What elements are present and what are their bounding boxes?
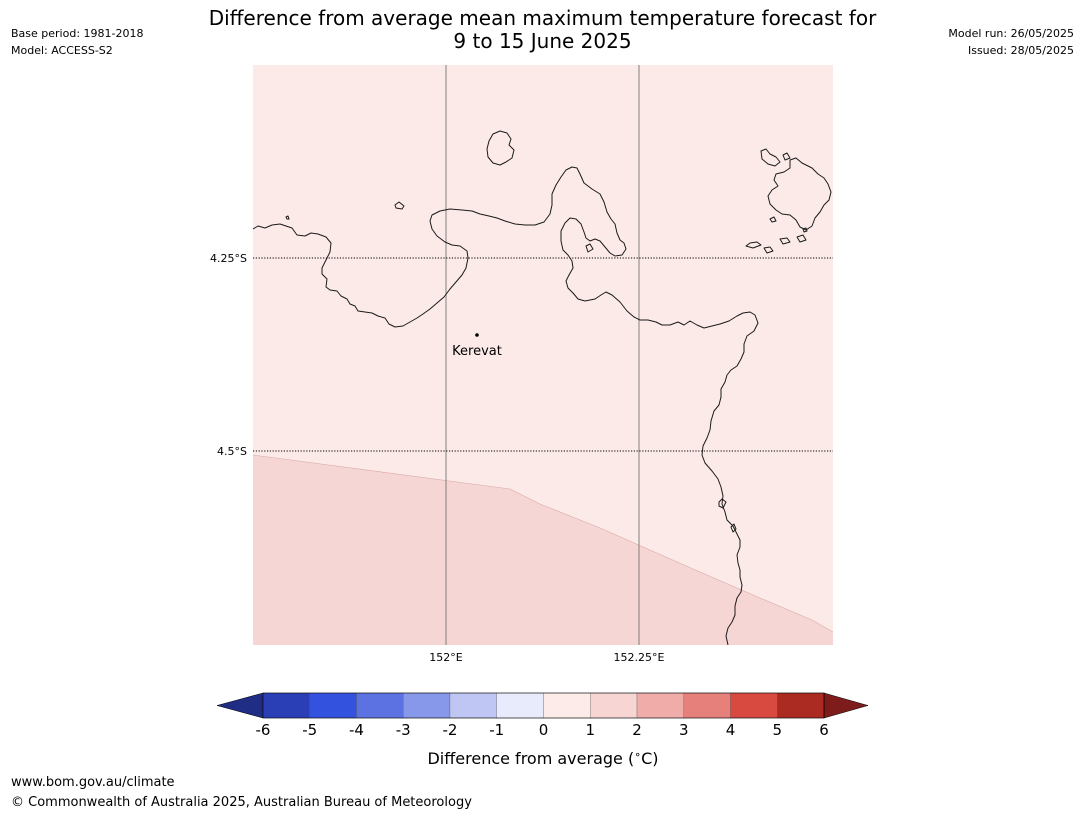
island-group-east: [760, 148, 781, 167]
islet-tiny: [285, 215, 290, 220]
colorbar-swatch: [543, 692, 591, 719]
model-run-text: Model run: 26/05/2025: [948, 27, 1074, 40]
colorbar-tick-label: 4: [726, 721, 736, 739]
colorbar-tick-label: -1: [489, 721, 504, 739]
islet-west: [394, 201, 405, 210]
island-north: [486, 130, 515, 166]
lat-label-4-5s: 4.5°S: [217, 445, 247, 458]
coastline: [252, 130, 832, 646]
colorbar-swatch: [449, 692, 497, 719]
metadata-left: Base period: 1981-2018 Model: ACCESS-S2: [11, 25, 143, 59]
lat-label-4-25s: 4.25°S: [210, 252, 247, 265]
colorbar-tick-label: -5: [302, 721, 317, 739]
colorbar-tick-label: 2: [632, 721, 642, 739]
colorbar-tick-label: 5: [772, 721, 782, 739]
colorbar-swatch: [309, 692, 357, 719]
colorbar-swatch: [777, 692, 825, 719]
coastline-lagoon: [718, 498, 727, 509]
colorbar-tick-label: 3: [679, 721, 689, 739]
issued-text: Issued: 28/05/2025: [967, 44, 1074, 57]
colorbar-tick-label: 6: [819, 721, 829, 739]
coastline-main: [252, 166, 759, 646]
colorbar-swatch: [496, 692, 544, 719]
colorbar-tick-label: 1: [585, 721, 595, 739]
colorbar-tick-label: -3: [396, 721, 411, 739]
lon-label-152-25e: 152.25°E: [614, 651, 665, 664]
island-group-east-h: [769, 216, 777, 223]
island-group-east-b: [782, 152, 791, 161]
colorbar-swatch: [590, 692, 638, 719]
coastline-inlet: [585, 243, 594, 253]
anomaly-boundary: [252, 454, 834, 633]
title-line-1: Difference from average mean maximum tem…: [208, 6, 877, 30]
map-title: Difference from average mean maximum tem…: [150, 7, 935, 53]
colorbar-extend-low: [216, 692, 264, 719]
colorbar-tick-label: -2: [443, 721, 458, 739]
colorbar-swatch: [636, 692, 684, 719]
colorbar-extend-high: [823, 692, 869, 719]
metadata-right: Model run: 26/05/2025 Issued: 28/05/2025: [948, 25, 1074, 59]
base-period-text: Base period: 1981-2018: [11, 27, 144, 40]
footer-url: www.bom.gov.au/climate: [11, 775, 175, 790]
kerevat-marker: [475, 333, 479, 337]
island-group-east-d: [745, 241, 762, 249]
colorbar-label: Difference from average (∘C): [427, 748, 658, 768]
lon-label-152e: 152°E: [429, 651, 462, 664]
model-text: Model: ACCESS-S2: [11, 44, 113, 57]
anomaly-region-1-to-2: [253, 455, 833, 645]
colorbar-outline: [262, 692, 825, 719]
island-group-east-i: [802, 227, 808, 233]
colorbar-swatch: [403, 692, 451, 719]
colorbar-tick-label: -6: [256, 721, 271, 739]
coastline-islet-a: [730, 523, 737, 533]
island-group-east-e: [763, 246, 774, 254]
island-group-east-g: [796, 234, 807, 243]
colorbar-swatch: [356, 692, 404, 719]
footer-copyright: © Commonwealth of Australia 2025, Austra…: [11, 795, 472, 810]
kerevat-label: Kerevat: [452, 344, 502, 359]
colorbar: [216, 692, 869, 719]
colorbar-ticks: -6 -5 -4 -3 -2 -1 0 1 2 3 4 5 6: [256, 721, 829, 739]
colorbar-tick-label: -4: [349, 721, 364, 739]
colorbar-tick-label: 0: [539, 721, 549, 739]
island-group-east-f: [779, 237, 791, 245]
colorbar-swatch: [262, 692, 310, 719]
title-line-2: 9 to 15 June 2025: [453, 29, 632, 53]
colorbar-swatch: [730, 692, 778, 719]
colorbar-swatch: [683, 692, 731, 719]
